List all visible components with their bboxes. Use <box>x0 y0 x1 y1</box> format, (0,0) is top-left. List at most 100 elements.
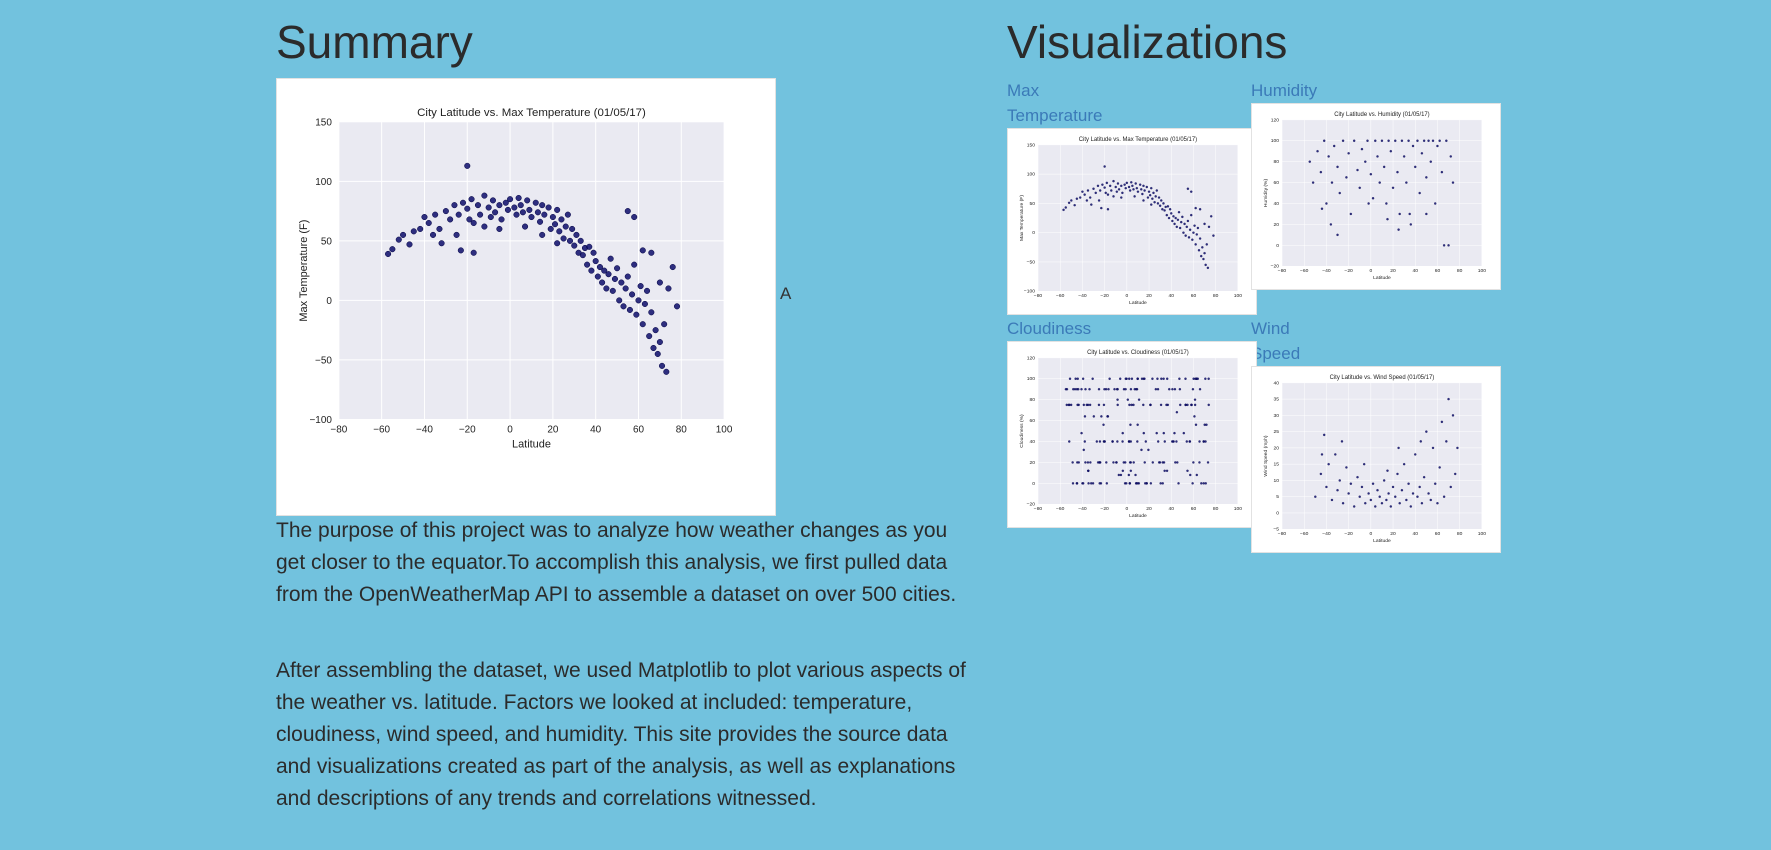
data-point <box>1311 181 1315 184</box>
data-point <box>1151 461 1154 464</box>
data-point <box>1442 244 1446 247</box>
data-point <box>1204 377 1207 380</box>
data-point <box>564 211 571 218</box>
link-cloudiness[interactable]: Cloudiness <box>1007 319 1092 338</box>
data-point <box>1380 502 1384 505</box>
data-point <box>1160 377 1163 380</box>
x-tick-label: 20 <box>1390 268 1396 274</box>
data-point <box>1067 201 1071 204</box>
data-point <box>1147 190 1151 193</box>
data-point <box>519 209 526 216</box>
data-point <box>1124 377 1127 380</box>
data-point <box>1075 482 1079 485</box>
data-point <box>459 199 467 206</box>
data-point <box>1323 139 1326 142</box>
data-point <box>1376 489 1379 492</box>
data-point <box>560 235 567 242</box>
x-axis-label: Latitude <box>1129 513 1147 519</box>
data-point <box>1092 415 1096 418</box>
y-tick-label: 60 <box>1274 180 1280 186</box>
link-max-temperature[interactable]: Max Temperature <box>1007 81 1103 125</box>
data-point <box>1190 403 1193 407</box>
chart-title: City Latitude vs. Max Temperature (01/05… <box>417 107 646 119</box>
data-point <box>1127 473 1131 477</box>
data-point <box>1103 186 1106 189</box>
data-point <box>554 240 561 247</box>
data-point <box>1188 228 1192 231</box>
x-tick-label: 100 <box>1478 268 1486 274</box>
data-point <box>1185 440 1188 443</box>
data-point <box>1154 388 1158 391</box>
data-point <box>1170 440 1174 443</box>
data-point <box>1068 377 1072 380</box>
data-point <box>421 214 428 221</box>
data-point <box>1082 403 1086 407</box>
data-point <box>1075 197 1079 200</box>
data-point <box>1156 377 1159 380</box>
chart-title: City Latitude vs. Wind Speed (01/05/17) <box>1330 375 1435 381</box>
data-point <box>1116 403 1119 407</box>
link-wind-speed[interactable]: Wind Speed <box>1251 319 1301 363</box>
data-point <box>1449 485 1452 489</box>
data-point <box>451 202 458 209</box>
data-point <box>1330 498 1334 502</box>
x-tick-label: −20 <box>459 424 476 435</box>
data-point <box>1345 176 1348 179</box>
thumbnail-max-temperature[interactable]: −80 −60 −40 −20 0 20 40 60 80 100 −100 −50 0 50 100 150… <box>1007 128 1257 315</box>
y-tick-label: 50 <box>1030 201 1036 207</box>
data-point <box>1083 193 1086 196</box>
data-point <box>1163 209 1166 212</box>
data-point <box>1168 208 1172 211</box>
link-humidity[interactable]: Humidity <box>1251 81 1318 100</box>
data-point <box>624 208 631 215</box>
data-point <box>1159 403 1163 407</box>
data-point <box>1067 403 1070 407</box>
data-point <box>1330 181 1334 184</box>
data-point <box>1405 498 1408 502</box>
data-point <box>436 225 443 232</box>
data-point <box>1121 440 1124 443</box>
x-tick-label: 60 <box>1191 506 1197 512</box>
data-point <box>522 223 529 230</box>
data-point <box>1106 208 1110 211</box>
data-point <box>594 273 601 280</box>
data-point <box>1092 187 1095 190</box>
thumbnail-cloudiness[interactable]: −80 −60 −40 −20 0 20 40 60 80 100 −20 0 20 40 60 80 100 1… <box>1007 341 1257 528</box>
data-point <box>1451 181 1455 184</box>
data-point <box>1142 199 1145 202</box>
y-tick-label: 40 <box>1030 439 1036 445</box>
data-point <box>1124 186 1127 190</box>
data-point <box>1402 155 1406 158</box>
x-tick-label: −60 <box>1056 293 1065 299</box>
data-point <box>1116 182 1120 185</box>
data-point <box>1314 495 1317 498</box>
data-point <box>624 273 631 280</box>
data-point <box>1097 199 1101 202</box>
data-point <box>1125 181 1129 185</box>
data-point <box>1145 185 1149 189</box>
data-point <box>1378 495 1381 498</box>
x-tick-label: −20 <box>1100 293 1109 299</box>
data-point <box>1083 440 1086 443</box>
x-tick-label: 80 <box>1457 531 1463 537</box>
data-point <box>1194 243 1197 246</box>
data-point <box>1150 186 1153 190</box>
data-point <box>1427 492 1430 495</box>
data-point <box>1069 403 1073 407</box>
x-tick-label: 40 <box>1168 293 1174 299</box>
data-point <box>631 261 638 268</box>
data-point <box>1136 190 1140 193</box>
data-point <box>1163 440 1166 443</box>
data-point <box>1071 461 1074 464</box>
data-point <box>1121 431 1124 435</box>
chart-title: City Latitude vs. Humidity (01/05/17) <box>1334 112 1429 118</box>
data-point <box>1162 377 1165 380</box>
data-point <box>487 214 494 221</box>
thumbnail-wind-speed[interactable]: −80 −60 −40 −20 0 20 40 60 80 100 −5 0 5 10 15 20 25 30 35… <box>1251 366 1501 553</box>
x-tick-label: −60 <box>373 424 390 435</box>
data-point <box>1112 195 1115 198</box>
thumbnail-humidity[interactable]: −80 −60 −40 −20 0 20 40 60 80 100 −20 0 20 40 60 80 100 1… <box>1251 103 1501 290</box>
data-point <box>1150 203 1153 206</box>
plot-area <box>338 121 725 420</box>
data-point <box>584 261 591 268</box>
